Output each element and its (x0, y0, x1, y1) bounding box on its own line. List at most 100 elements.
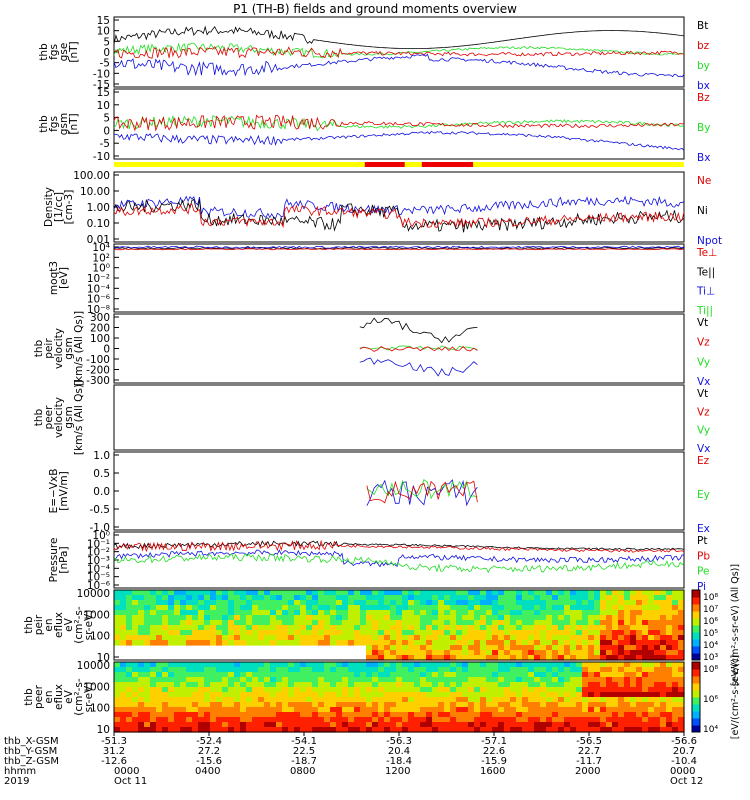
legend-Vx: Vx (697, 443, 710, 455)
spectrogram-cell (396, 722, 403, 728)
spectrogram-cell (378, 682, 385, 688)
spectrogram-cell (516, 722, 523, 728)
spectrogram-cell (642, 605, 649, 611)
spectrogram-cell (228, 590, 235, 596)
spectrogram-cell (432, 702, 439, 708)
legend-Ex: Ex (697, 523, 710, 535)
spectrogram-cell (642, 655, 649, 661)
spectrogram-cell (468, 682, 475, 688)
spectrogram-cell (306, 672, 313, 678)
spectrogram-cell (510, 662, 517, 668)
spectrogram-cell (282, 620, 289, 626)
spectrogram-cell (612, 687, 619, 693)
spectrogram-cell (516, 610, 523, 616)
spectrogram-cell (510, 672, 517, 678)
spectrogram-cell (678, 645, 685, 651)
spectrogram-cell (672, 692, 679, 698)
spectrogram-cell (258, 707, 265, 713)
spectrogram-cell (324, 635, 331, 641)
spectrogram-cell (606, 630, 613, 636)
ephemeris-value: 31.2 (103, 746, 125, 757)
spectrogram-cell (114, 640, 121, 646)
spectrogram-cell (168, 677, 175, 683)
spectrogram-cell (576, 672, 583, 678)
spectrogram-cell (222, 677, 229, 683)
spectrogram-cell (552, 620, 559, 626)
spectrogram-cell (654, 667, 661, 673)
spectrogram-cell (606, 707, 613, 713)
spectrogram-cell (330, 630, 337, 636)
spectrogram-cell (486, 692, 493, 698)
spectrogram-cell (408, 672, 415, 678)
spectrogram-cell (264, 707, 271, 713)
spectrogram-cell (612, 702, 619, 708)
spectrogram-cell (510, 702, 517, 708)
spectrogram-cell (492, 692, 499, 698)
spectrogram-cell (240, 605, 247, 611)
spectrogram-cell (438, 630, 445, 636)
spectrogram-cell (636, 615, 643, 621)
spectrogram-cell (444, 722, 451, 728)
spectrogram-cell (456, 610, 463, 616)
spectrogram-cell (324, 717, 331, 723)
spectrogram-cell (612, 655, 619, 661)
spectrogram-cell (306, 595, 313, 601)
spectrogram-cell (372, 610, 379, 616)
spectrogram-cell (210, 717, 217, 723)
spectrogram-cell (192, 692, 199, 698)
spectrogram-cell (384, 600, 391, 606)
spectrogram-cell (588, 707, 595, 713)
spectrogram-cell (456, 625, 463, 631)
spectrogram-cell (210, 672, 217, 678)
spectrogram-cell (294, 590, 301, 596)
spectrogram-cell (450, 682, 457, 688)
spectrogram-cell (660, 667, 667, 673)
spectrogram-cell (666, 702, 673, 708)
spectrogram-cell (408, 692, 415, 698)
spectrogram-cell (198, 727, 205, 733)
spectrogram-cell (270, 682, 277, 688)
spectrogram-cell (372, 687, 379, 693)
spectrogram-cell (582, 682, 589, 688)
legend-Te⊥: Te⊥ (696, 247, 717, 259)
spectrogram-cell (348, 712, 355, 718)
spectrogram-cell (642, 635, 649, 641)
spectrogram-cell (468, 697, 475, 703)
spectrogram-cell (264, 620, 271, 626)
spectrogram-cell (228, 697, 235, 703)
spectrogram-cell (540, 595, 547, 601)
spectrogram-cell (510, 722, 517, 728)
spectrogram-cell (168, 615, 175, 621)
spectrogram-cell (420, 640, 427, 646)
spectrogram-cell (678, 595, 685, 601)
spectrogram-cell (642, 650, 649, 656)
spectrogram-cell (402, 630, 409, 636)
spectrogram-cell (456, 722, 463, 728)
spectrogram-cell (150, 682, 157, 688)
spectrogram-cell (588, 727, 595, 733)
spectrogram-cell (648, 605, 655, 611)
y-axis-label-line: gsm (63, 337, 75, 359)
spectrogram-cell (444, 667, 451, 673)
spectrogram-cell (606, 697, 613, 703)
spectrogram-cell (204, 697, 211, 703)
traces (114, 590, 685, 661)
spectrogram-cell (318, 640, 325, 646)
spectrogram-cell (672, 697, 679, 703)
spectrogram-cell (438, 697, 445, 703)
spectrogram-cell (432, 590, 439, 596)
ephemeris-value: -12.6 (101, 756, 127, 767)
spectrogram-cell (630, 662, 637, 668)
spectrogram-cell (138, 682, 145, 688)
spectrogram-cell (654, 600, 661, 606)
panels-group: 151050-5-10-15thbfgsgse[nT]Btbzbybx15105… (23, 15, 741, 739)
spectrogram-cell (126, 672, 133, 678)
spectrogram-cell (666, 640, 673, 646)
spectrogram-cell (114, 620, 121, 626)
spectrogram-cell (504, 687, 511, 693)
spectrogram-cell (324, 590, 331, 596)
spectrogram-cell (474, 620, 481, 626)
spectrogram-cell (426, 640, 433, 646)
spectrogram-cell (390, 727, 397, 733)
spectrogram-cell (648, 722, 655, 728)
